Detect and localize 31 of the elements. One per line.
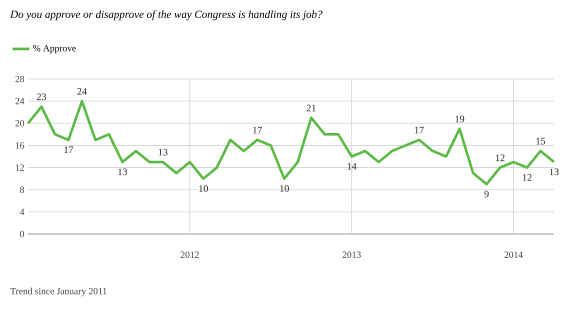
data-label: 9	[484, 190, 489, 198]
x-tick-label: 2014	[504, 252, 523, 258]
y-tick-label: 12	[16, 164, 24, 171]
y-tick-label: 8	[20, 186, 24, 193]
data-label: 19	[455, 116, 464, 122]
data-label: 17	[253, 126, 262, 134]
data-label: 13	[158, 148, 168, 156]
data-label: 23	[36, 93, 46, 100]
legend-label: % Approve	[33, 45, 76, 54]
text: Trend since January 2011	[10, 288, 106, 296]
data-label: 17	[415, 126, 424, 134]
y-tick-label: 24	[15, 98, 24, 104]
data-label: 13	[550, 168, 559, 176]
data-label: 12	[522, 174, 532, 181]
chart-title: Do you approve or disapprove of the way Congress is handling its job?	[10, 10, 322, 20]
data-label: 10	[199, 185, 208, 192]
data-label: 21	[306, 104, 316, 112]
data-label: 15	[536, 138, 546, 144]
data-label: 14	[348, 163, 357, 170]
data-label: 17	[64, 146, 74, 153]
y-tick-label: 16	[16, 142, 24, 149]
data-label: 10	[280, 185, 289, 192]
x-tick-label: 2013	[342, 252, 361, 258]
data-label: 13	[118, 168, 128, 176]
y-tick-label: 20	[15, 120, 24, 126]
y-tick-label: 0	[20, 230, 24, 238]
data-label: 12	[496, 154, 504, 162]
x-tick-label: 2012	[180, 252, 199, 258]
y-tick-label: 4	[20, 208, 24, 215]
data-label: 24	[77, 88, 87, 95]
y-tick-label: 28	[15, 76, 24, 82]
